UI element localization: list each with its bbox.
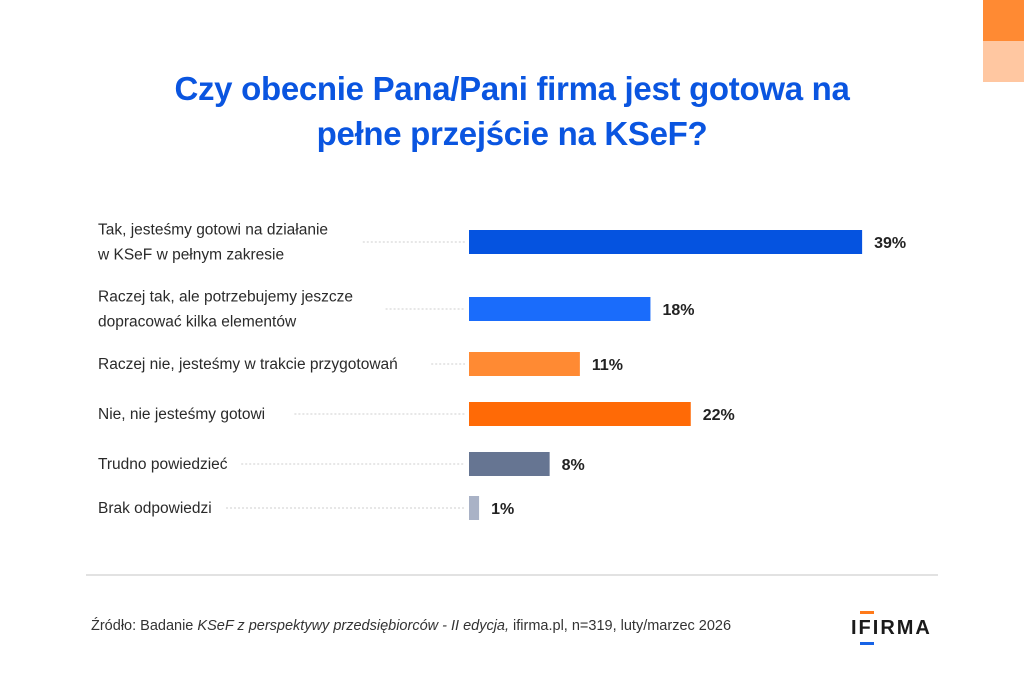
bar xyxy=(469,230,863,254)
logo-blue-dash xyxy=(860,642,874,645)
value-label: 8% xyxy=(562,457,585,474)
category-label: Tak, jesteśmy gotowi na działanie w KSeF … xyxy=(97,222,328,264)
logo-text: IFIRMA xyxy=(851,617,932,639)
source-prefix: Źródło: Badanie xyxy=(91,618,198,634)
bar xyxy=(469,297,651,321)
value-label: 1% xyxy=(491,501,514,518)
category-label-line: Brak odpowiedzi xyxy=(98,500,212,517)
source-suffix: ifirma.pl, n=319, luty/marzec 2026 xyxy=(509,618,732,634)
category-label-line: Raczej nie, jesteśmy w trakcie przygotow… xyxy=(98,356,398,373)
bar xyxy=(469,452,550,476)
bar-row: Tak, jesteśmy gotowi na działanie w KSeF … xyxy=(97,222,906,264)
chart-title: Czy obecnie Pana/Pani firma jest gotowa … xyxy=(0,66,1024,156)
category-label-line: Raczej tak, ale potrzebujemy jeszcze xyxy=(98,289,353,306)
category-label: Nie, nie jesteśmy gotowi xyxy=(98,406,265,423)
corner-accent-top xyxy=(983,0,1024,41)
value-label: 18% xyxy=(662,302,694,319)
category-label-line: Nie, nie jesteśmy gotowi xyxy=(98,406,265,423)
category-label: Raczej nie, jesteśmy w trakcie przygotow… xyxy=(98,356,398,373)
category-label-line: Tak, jesteśmy gotowi na działanie xyxy=(98,222,328,239)
value-label: 39% xyxy=(874,235,906,252)
bar xyxy=(469,352,580,376)
corner-accent-bottom xyxy=(983,41,1024,82)
chart-title-line-2: pełne przejście na KSeF? xyxy=(316,115,708,152)
category-label: Raczej tak, ale potrzebujemy jeszcze dopr… xyxy=(98,289,353,331)
source-note: Źródło: Badanie KSeF z perspektywy przed… xyxy=(91,618,731,634)
category-label-line: w KSeF w pełnym zakresie xyxy=(97,247,284,264)
ifirma-logo: IFIRMA xyxy=(851,609,941,645)
bar-row: Raczej tak, ale potrzebujemy jeszcze dopr… xyxy=(98,289,694,331)
category-label: Brak odpowiedzi xyxy=(98,500,212,517)
value-label: 11% xyxy=(592,357,623,374)
bar-row: Trudno powiedzieć 8% xyxy=(98,452,585,476)
category-label-line: dopracować kilka elementów xyxy=(98,314,297,331)
category-label-line: Trudno powiedzieć xyxy=(98,456,228,473)
footer-divider xyxy=(86,574,938,576)
bar-row: Raczej nie, jesteśmy w trakcie przygotow… xyxy=(98,352,623,376)
bar-row: Nie, nie jesteśmy gotowi 22% xyxy=(98,402,735,426)
bar-row: Brak odpowiedzi 1% xyxy=(98,496,514,520)
bar xyxy=(469,402,691,426)
logo-orange-dash xyxy=(860,611,874,614)
bar-chart: Tak, jesteśmy gotowi na działanie w KSeF … xyxy=(97,222,906,520)
value-label: 22% xyxy=(703,407,735,424)
chart-title-line-1: Czy obecnie Pana/Pani firma jest gotowa … xyxy=(174,70,850,107)
category-label: Trudno powiedzieć xyxy=(98,456,228,473)
bar xyxy=(469,496,480,520)
source-study-title: KSeF z perspektywy przedsiębiorców - II … xyxy=(197,618,510,634)
